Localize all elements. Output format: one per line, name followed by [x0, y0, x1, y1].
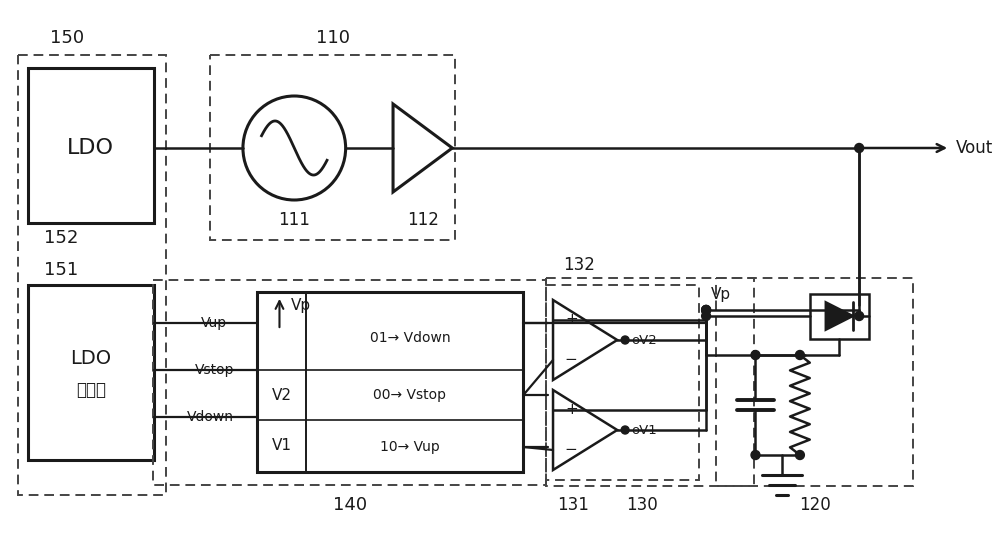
Text: 110: 110 — [316, 29, 350, 47]
Bar — [153, 280, 546, 485]
Circle shape — [751, 451, 760, 460]
Text: Vp: Vp — [291, 298, 311, 313]
Text: 132: 132 — [563, 256, 595, 274]
Bar — [810, 294, 869, 339]
Text: +: + — [565, 402, 578, 418]
Circle shape — [855, 143, 864, 153]
Text: −: − — [565, 353, 578, 368]
Text: 10→ Vup: 10→ Vup — [380, 440, 440, 454]
Bar — [28, 285, 154, 460]
Circle shape — [702, 305, 711, 315]
Circle shape — [702, 311, 711, 321]
Text: +: + — [565, 312, 578, 327]
Circle shape — [751, 350, 760, 359]
Bar — [546, 278, 754, 486]
Text: V1: V1 — [271, 437, 291, 452]
Text: 01→ Vdown: 01→ Vdown — [370, 331, 450, 345]
Text: 120: 120 — [799, 496, 831, 514]
Text: LDO: LDO — [67, 138, 114, 158]
Circle shape — [702, 305, 711, 315]
Text: LDO: LDO — [70, 348, 111, 368]
Circle shape — [621, 336, 629, 344]
Text: V2: V2 — [271, 387, 291, 402]
Text: 00→ Vstop: 00→ Vstop — [373, 388, 446, 402]
Circle shape — [795, 350, 804, 359]
Text: 140: 140 — [333, 496, 367, 514]
Circle shape — [795, 451, 804, 460]
Circle shape — [702, 305, 711, 315]
Bar — [546, 285, 699, 480]
Text: 152: 152 — [44, 229, 78, 247]
Bar — [210, 55, 455, 240]
Bar — [28, 68, 154, 223]
Text: oV1: oV1 — [631, 424, 657, 436]
Text: 112: 112 — [407, 211, 439, 229]
Text: Vup: Vup — [201, 316, 227, 330]
Text: 130: 130 — [626, 496, 658, 514]
Text: 131: 131 — [557, 496, 589, 514]
Text: Vp: Vp — [711, 287, 731, 302]
Text: −: − — [565, 442, 578, 457]
Text: Vout: Vout — [956, 139, 993, 157]
Circle shape — [621, 426, 629, 434]
Text: oV2: oV2 — [631, 333, 657, 347]
Circle shape — [855, 311, 864, 321]
Polygon shape — [826, 302, 853, 330]
Bar — [18, 55, 166, 495]
Bar — [257, 292, 523, 472]
Text: Vdown: Vdown — [187, 410, 234, 424]
Text: 150: 150 — [50, 29, 84, 47]
Text: 控制器: 控制器 — [76, 381, 106, 399]
Text: 111: 111 — [278, 211, 310, 229]
Text: Vstop: Vstop — [195, 363, 234, 377]
Text: 151: 151 — [44, 261, 78, 279]
Bar — [716, 278, 913, 486]
